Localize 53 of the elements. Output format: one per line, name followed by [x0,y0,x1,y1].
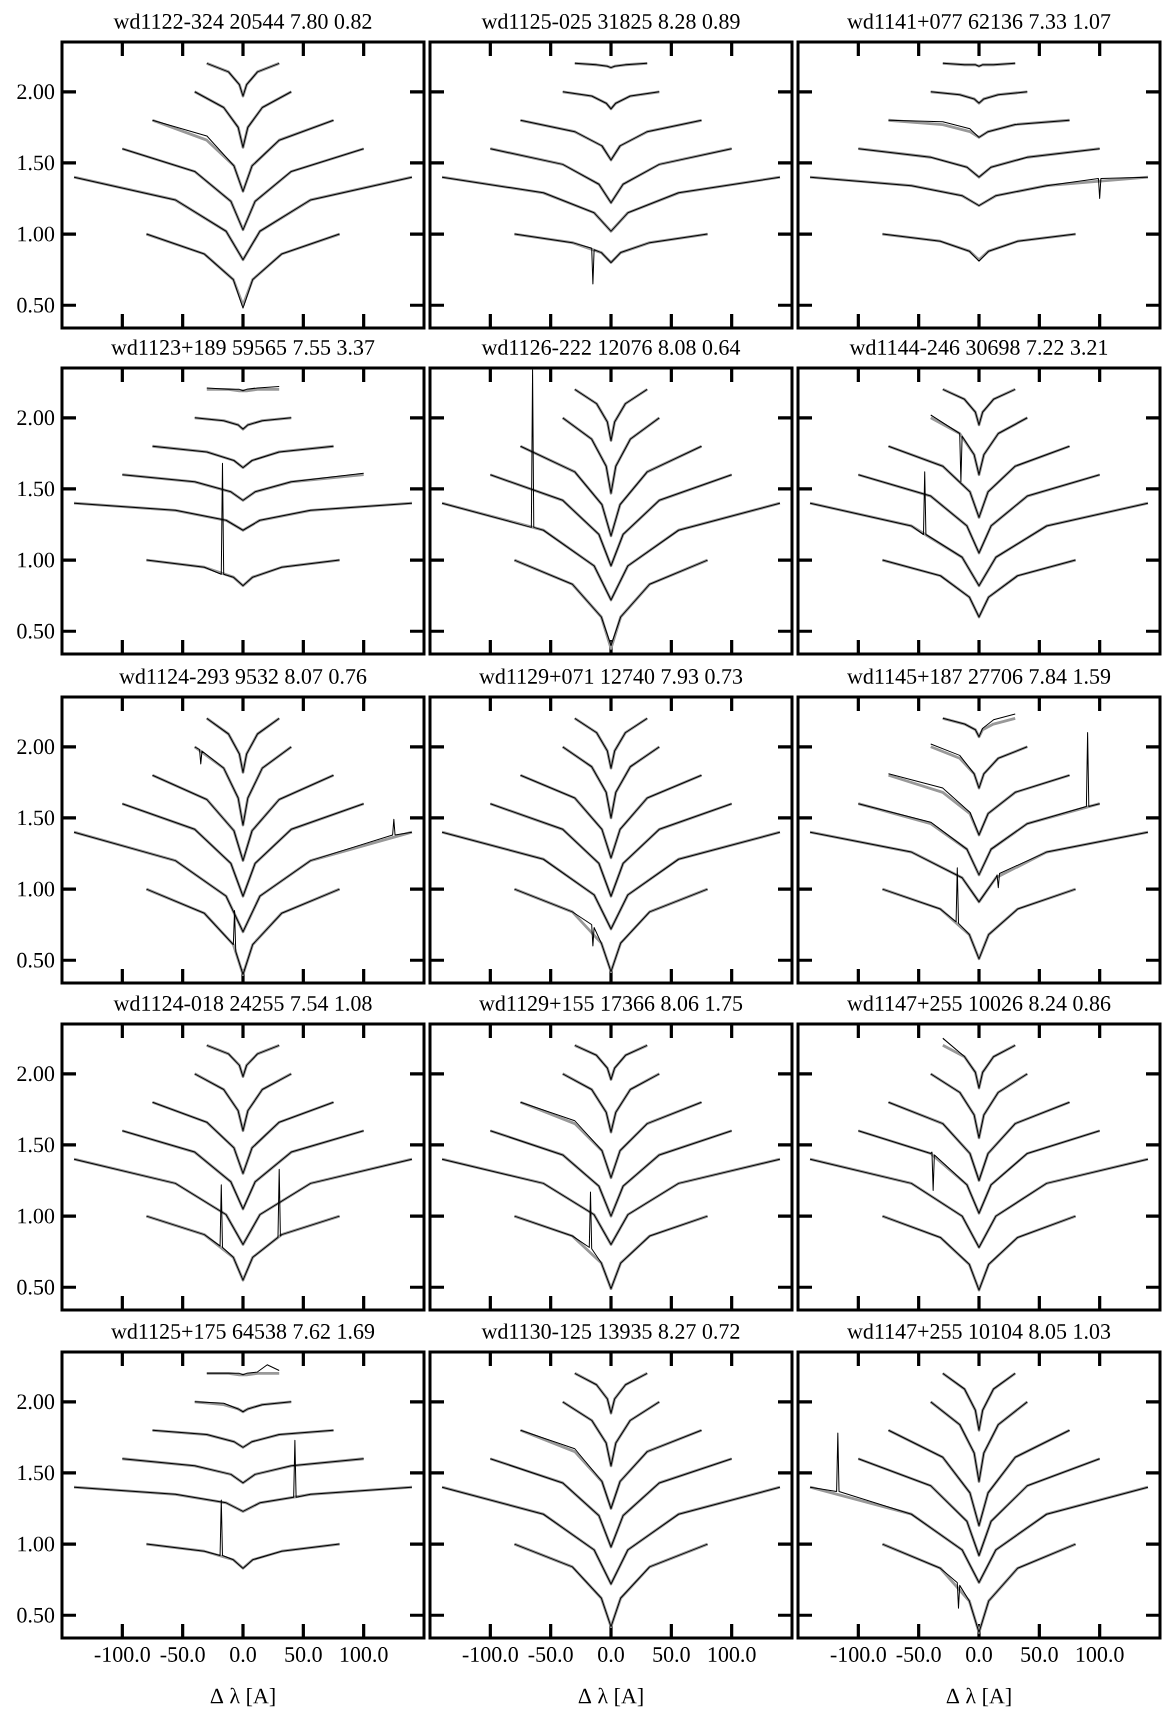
x-tick-label: -50.0 [896,1647,941,1663]
chart-title: wd1126-222 12076 8.08 0.64 [481,339,741,355]
x-tick-label: 50.0 [1021,1647,1058,1663]
y-tick-label: 2.00 [17,84,55,100]
x-tick-label: 100.0 [708,1647,756,1663]
x-tick-label: 0.0 [598,1647,624,1663]
x-tick-label: 100.0 [340,1647,388,1663]
chart-title: wd1123+189 59565 7.55 3.37 [111,339,375,355]
chart-title: wd1147+255 10026 8.24 0.86 [847,995,1111,1011]
chart-title: wd1141+077 62136 7.33 1.07 [847,13,1111,29]
chart-title: wd1122-324 20544 7.80 0.82 [113,13,372,29]
y-tick-label: 0.50 [17,297,55,313]
chart-title: wd1130-125 13935 8.27 0.72 [481,1323,740,1339]
x-axis-title: Δ λ [A] [578,1687,643,1707]
chart-title: wd1124-293 9532 8.07 0.76 [119,668,367,684]
y-tick-label: 1.00 [18,226,55,242]
x-axis-title: Δ λ [A] [946,1687,1011,1707]
y-tick-label: 2.00 [17,739,55,755]
y-tick-label: 0.50 [17,623,55,639]
y-tick-label: 0.50 [17,952,55,968]
chart-title: wd1125+175 64538 7.62 1.69 [111,1323,375,1339]
x-tick-label: 100.0 [1076,1647,1124,1663]
x-tick-label: -100.0 [830,1647,886,1663]
x-axis-title: Δ λ [A] [210,1687,275,1707]
y-tick-label: 1.50 [18,481,55,497]
chart-title: wd1129+155 17366 8.06 1.75 [479,995,743,1011]
x-tick-label: -100.0 [94,1647,150,1663]
y-tick-label: 1.50 [18,1465,55,1481]
chart-title: wd1129+071 12740 7.93 0.73 [479,668,743,684]
y-tick-label: 2.00 [17,410,55,426]
x-tick-label: 50.0 [653,1647,690,1663]
y-tick-label: 0.50 [17,1279,55,1295]
y-tick-label: 1.00 [18,881,55,897]
x-tick-label: -100.0 [462,1647,518,1663]
x-tick-label: -50.0 [528,1647,573,1663]
y-tick-label: 2.00 [17,1066,55,1082]
chart-title: wd1125-025 31825 8.28 0.89 [481,13,740,29]
y-tick-label: 1.50 [18,1137,55,1153]
chart-title: wd1144-246 30698 7.22 3.21 [849,339,1108,355]
x-tick-label: -50.0 [160,1647,205,1663]
chart-title: wd1147+255 10104 8.05 1.03 [847,1323,1111,1339]
y-tick-label: 1.00 [18,1536,55,1552]
x-tick-label: 0.0 [966,1647,992,1663]
y-tick-label: 2.00 [17,1394,55,1410]
chart-title: wd1124-018 24255 7.54 1.08 [113,995,372,1011]
x-tick-label: 0.0 [230,1647,256,1663]
y-tick-label: 1.00 [18,1208,55,1224]
y-tick-label: 1.00 [18,552,55,568]
y-tick-label: 0.50 [17,1607,55,1623]
x-tick-label: 50.0 [285,1647,322,1663]
chart-title: wd1145+187 27706 7.84 1.59 [847,668,1111,684]
y-tick-label: 1.50 [18,810,55,826]
y-tick-label: 1.50 [18,155,55,171]
